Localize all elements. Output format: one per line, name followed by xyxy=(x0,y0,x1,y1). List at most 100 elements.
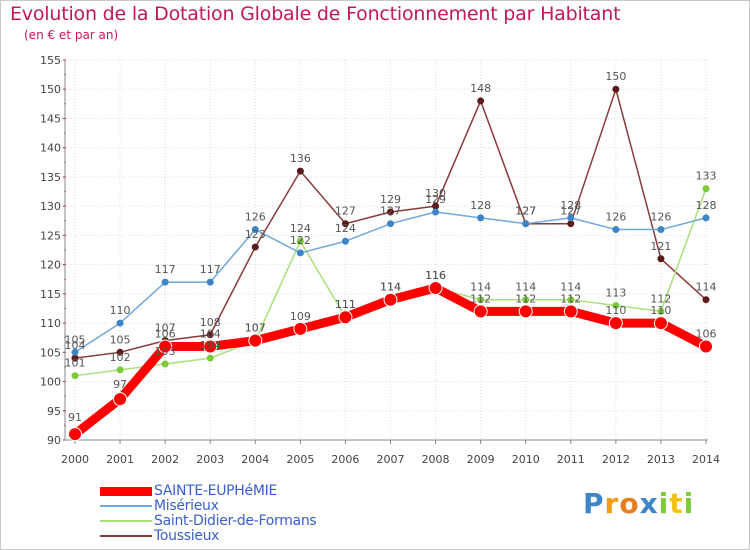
chart-subtitle: (en € et par an) xyxy=(24,28,119,42)
data-label-miserieux: 126 xyxy=(605,211,626,224)
data-label-toussieux: 127 xyxy=(560,205,581,218)
data-label-saint-didier-de-formans: 124 xyxy=(290,222,311,235)
data-label-toussieux: 121 xyxy=(650,240,671,253)
y-tick-label: 155 xyxy=(40,54,61,67)
data-point-sainte-euphemie xyxy=(653,316,668,331)
y-tick-label: 130 xyxy=(40,200,61,213)
x-tick-label: 2009 xyxy=(467,453,495,466)
proxiti-logo: Proxiti xyxy=(583,487,694,520)
data-point-toussieux xyxy=(567,220,575,228)
data-label-saint-didier-de-formans: 112 xyxy=(650,292,671,305)
logo-letter: r xyxy=(604,487,620,520)
x-tick-label: 2006 xyxy=(331,453,359,466)
data-label-sainte-euphemie: 97 xyxy=(113,378,127,391)
data-point-miserieux xyxy=(251,226,259,234)
data-label-miserieux: 127 xyxy=(515,205,536,218)
x-tick-label: 2002 xyxy=(151,453,179,466)
logo-letter: t xyxy=(669,487,684,520)
data-label-miserieux: 128 xyxy=(470,199,491,212)
y-tick-label: 100 xyxy=(40,376,61,389)
data-point-sainte-euphemie xyxy=(158,339,173,354)
x-tick-label: 2013 xyxy=(647,453,675,466)
logo-letter: i xyxy=(683,487,695,520)
data-point-saint-didier-de-formans xyxy=(477,296,485,304)
data-label-miserieux: 124 xyxy=(335,222,356,235)
data-point-sainte-euphemie xyxy=(203,339,218,354)
y-tick-label: 90 xyxy=(47,434,61,447)
data-label-miserieux: 126 xyxy=(650,211,671,224)
data-label-saint-didier-de-formans: 102 xyxy=(110,351,131,364)
data-point-saint-didier-de-formans xyxy=(657,307,665,315)
data-label-miserieux: 105 xyxy=(65,333,86,346)
data-point-miserieux xyxy=(161,278,169,286)
data-label-miserieux: 129 xyxy=(425,193,446,206)
data-label-sainte-euphemie: 114 xyxy=(380,281,401,294)
data-point-sainte-euphemie xyxy=(699,339,713,354)
data-label-sainte-euphemie: 110 xyxy=(605,304,626,317)
data-point-saint-didier-de-formans xyxy=(296,237,304,245)
data-label-saint-didier-de-formans: 116 xyxy=(425,269,446,282)
data-point-miserieux xyxy=(116,319,124,327)
data-label-sainte-euphemie: 91 xyxy=(68,411,82,424)
x-tick-label: 2005 xyxy=(286,453,314,466)
data-point-saint-didier-de-formans xyxy=(71,372,79,380)
data-point-toussieux xyxy=(432,202,440,210)
data-point-miserieux xyxy=(296,249,304,257)
logo-letter: o xyxy=(619,487,640,520)
data-label-saint-didier-de-formans: 107 xyxy=(245,322,266,335)
data-label-miserieux: 128 xyxy=(696,199,717,212)
data-point-sainte-euphemie xyxy=(113,392,128,407)
legend-label-saint-didier-de-formans: Saint-Didier-de-Formans xyxy=(154,513,317,529)
data-label-sainte-euphemie: 109 xyxy=(290,310,311,323)
data-label-saint-didier-de-formans: 104 xyxy=(200,339,221,352)
data-label-miserieux: 126 xyxy=(245,211,266,224)
data-point-toussieux xyxy=(71,354,79,362)
y-tick-label: 115 xyxy=(40,288,61,301)
y-tick-label: 140 xyxy=(40,142,61,155)
data-point-toussieux xyxy=(387,208,394,216)
data-label-toussieux: 108 xyxy=(200,316,221,329)
y-tick-label: 135 xyxy=(40,171,61,184)
data-point-toussieux xyxy=(477,97,485,105)
data-point-saint-didier-de-formans xyxy=(702,185,710,193)
y-tick-label: 145 xyxy=(40,112,61,125)
data-point-miserieux xyxy=(477,214,485,222)
data-point-miserieux xyxy=(522,220,530,228)
data-label-sainte-euphemie: 110 xyxy=(650,304,671,317)
x-tick-label: 2001 xyxy=(106,453,134,466)
data-label-toussieux: 136 xyxy=(290,152,311,165)
data-label-saint-didier-de-formans: 114 xyxy=(380,281,401,294)
data-point-sainte-euphemie xyxy=(428,281,443,295)
data-point-miserieux xyxy=(657,226,665,234)
data-label-sainte-euphemie: 116 xyxy=(425,269,446,282)
data-label-sainte-euphemie: 104 xyxy=(200,327,221,340)
data-label-saint-didier-de-formans: 114 xyxy=(515,281,536,294)
x-tick-label: 2014 xyxy=(692,453,720,466)
data-label-sainte-euphemie: 106 xyxy=(155,327,176,340)
x-tick-label: 2011 xyxy=(557,453,585,466)
data-label-saint-didier-de-formans: 114 xyxy=(560,281,581,294)
grid-layer xyxy=(65,59,708,441)
data-label-miserieux: 122 xyxy=(290,234,311,247)
x-tick-label: 2012 xyxy=(602,453,630,466)
data-label-miserieux: 117 xyxy=(155,263,176,276)
data-label-sainte-euphemie: 112 xyxy=(560,292,581,305)
data-label-saint-didier-de-formans: 103 xyxy=(155,345,176,358)
data-point-toussieux xyxy=(341,220,349,228)
x-tick-label: 2000 xyxy=(61,453,89,466)
y-tick-label: 110 xyxy=(40,317,61,330)
data-point-toussieux xyxy=(206,331,214,339)
data-point-saint-didier-de-formans xyxy=(522,296,530,304)
data-point-sainte-euphemie xyxy=(68,427,82,442)
data-point-miserieux xyxy=(341,237,349,245)
data-point-saint-didier-de-formans xyxy=(161,360,169,368)
data-point-saint-didier-de-formans xyxy=(116,366,124,374)
logo-letter: i xyxy=(658,487,670,520)
data-point-miserieux xyxy=(206,278,214,286)
data-label-sainte-euphemie: 107 xyxy=(245,322,266,335)
x-tick-label: 2003 xyxy=(196,453,224,466)
x-tick-label: 2008 xyxy=(422,453,450,466)
x-tick-label: 2010 xyxy=(512,453,540,466)
data-point-sainte-euphemie xyxy=(518,304,533,319)
